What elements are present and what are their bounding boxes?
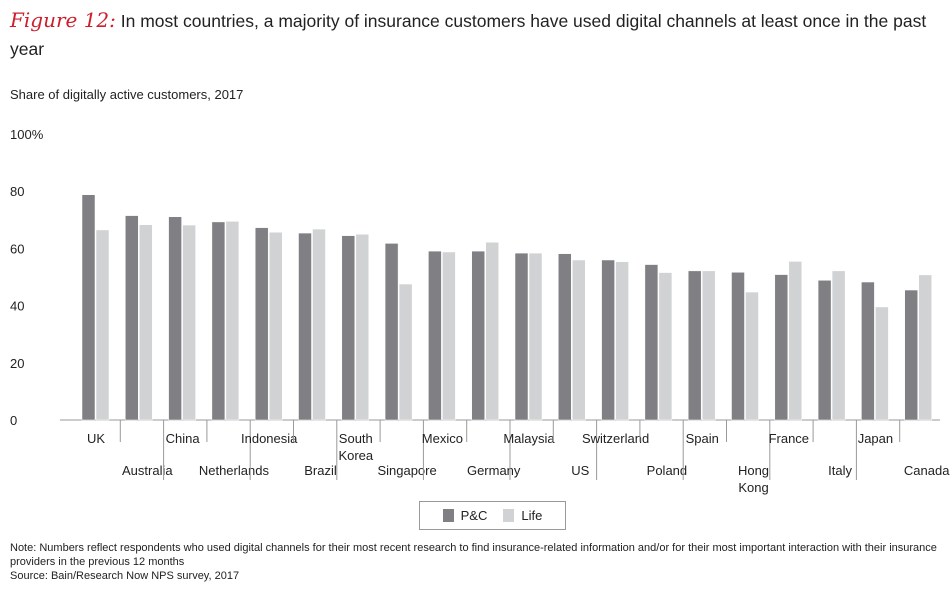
bar-life	[312, 228, 326, 421]
note-text: Note: Numbers reflect respondents who us…	[10, 542, 937, 568]
bar-life	[745, 291, 759, 421]
title-text: In most countries, a majority of insuran…	[10, 11, 927, 59]
bar-life	[831, 270, 846, 421]
bar-pc	[125, 215, 139, 421]
y-tick-label: 60	[10, 241, 24, 256]
bar-pc	[254, 227, 269, 421]
x-tick-label: Mexico	[422, 431, 463, 446]
bar-pc	[428, 250, 442, 421]
legend-item-life: Life	[503, 508, 542, 523]
y-axis-label: Share of digitally active customers, 201…	[10, 87, 244, 102]
bar-life	[225, 221, 240, 421]
x-tick-label: Indonesia	[241, 431, 298, 446]
bar-life	[658, 272, 673, 421]
source-text: Source: Bain/Research Now NPS survey, 20…	[10, 570, 240, 582]
y-tick-label: 20	[10, 356, 24, 371]
bar-life	[875, 306, 889, 421]
bar-life	[615, 261, 629, 421]
bar-life	[268, 231, 283, 421]
bar-pc	[904, 289, 918, 421]
bar-life	[572, 259, 586, 421]
bar-pc	[861, 281, 875, 421]
x-tick-label: US	[571, 463, 589, 478]
x-tick-label: Kong	[738, 480, 768, 495]
x-tick-label: Malaysia	[503, 431, 555, 446]
x-tick-label: UK	[87, 431, 105, 446]
bar-pc	[341, 235, 356, 421]
x-tick-label: Netherlands	[199, 463, 270, 478]
bar-pc	[687, 270, 702, 421]
figure-label: Figure 12:	[10, 8, 116, 32]
legend-label-life: Life	[521, 508, 543, 523]
x-tick-label: Italy	[828, 463, 852, 478]
bar-pc	[471, 250, 485, 421]
bar-life	[182, 224, 196, 421]
bar-chart: 0 20 40 60 80 100% UK Australia China Netherlands…	[10, 127, 950, 495]
bar-pc	[384, 243, 399, 421]
x-tick-label: Japan	[858, 431, 893, 446]
x-tick-label: South	[339, 431, 373, 446]
bar-life	[398, 283, 413, 421]
bar-life	[701, 270, 716, 421]
bar-pc	[514, 252, 529, 421]
bar-pc	[81, 194, 96, 421]
bar-life	[355, 233, 370, 421]
x-tick-label: France	[769, 431, 809, 446]
bar-pc	[731, 272, 745, 421]
x-tick-label: Korea	[338, 448, 373, 463]
x-tick-label: Singapore	[377, 463, 436, 478]
x-tick-label: Australia	[122, 463, 173, 478]
bar-life	[442, 251, 456, 421]
x-tick-label: Switzerland	[582, 431, 649, 446]
y-tick-label: 0	[10, 413, 17, 428]
legend-item-pc: P&C	[442, 508, 488, 523]
bar-life	[528, 252, 543, 421]
bar-pc	[644, 264, 659, 421]
bar-pc	[211, 221, 226, 421]
bar-pc	[601, 259, 615, 421]
x-tick-label: Germany	[467, 463, 521, 478]
x-tick-label: Hong	[738, 463, 769, 478]
y-tick-label: 100%	[10, 127, 44, 142]
legend: P&C Life	[419, 501, 566, 530]
chart-title: Figure 12: In most countries, a majority…	[10, 6, 945, 63]
bar-pc	[774, 274, 789, 421]
bar-life	[918, 274, 932, 421]
bar-life	[95, 229, 110, 421]
x-tick-label: Canada	[904, 463, 950, 478]
footnote: Note: Numbers reflect respondents who us…	[10, 541, 945, 583]
legend-swatch-pc	[442, 509, 454, 522]
x-tick-label: Brazil	[304, 463, 337, 478]
bar-life	[788, 261, 803, 421]
legend-label-pc: P&C	[460, 508, 488, 523]
x-tick-label: China	[166, 431, 201, 446]
bar-life	[139, 224, 153, 421]
x-tick-label: Spain	[686, 431, 719, 446]
bar-pc	[168, 216, 182, 421]
y-tick-label: 80	[10, 184, 24, 199]
bar-pc	[558, 253, 572, 421]
bar-pc	[817, 280, 832, 421]
bar-pc	[298, 232, 312, 421]
y-tick-label: 40	[10, 299, 24, 314]
bar-life	[485, 241, 499, 421]
x-tick-label: Poland	[647, 463, 687, 478]
legend-swatch-life	[503, 509, 515, 522]
